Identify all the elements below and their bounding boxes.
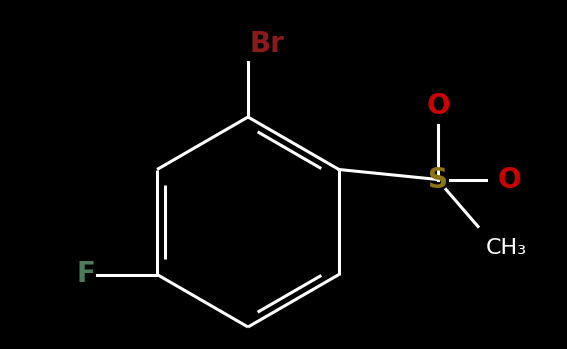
Text: O: O xyxy=(426,92,450,120)
Text: CH₃: CH₃ xyxy=(486,238,527,259)
Text: S: S xyxy=(428,165,448,193)
Text: Br: Br xyxy=(250,30,285,58)
Text: F: F xyxy=(76,260,95,289)
Text: O: O xyxy=(498,165,522,193)
